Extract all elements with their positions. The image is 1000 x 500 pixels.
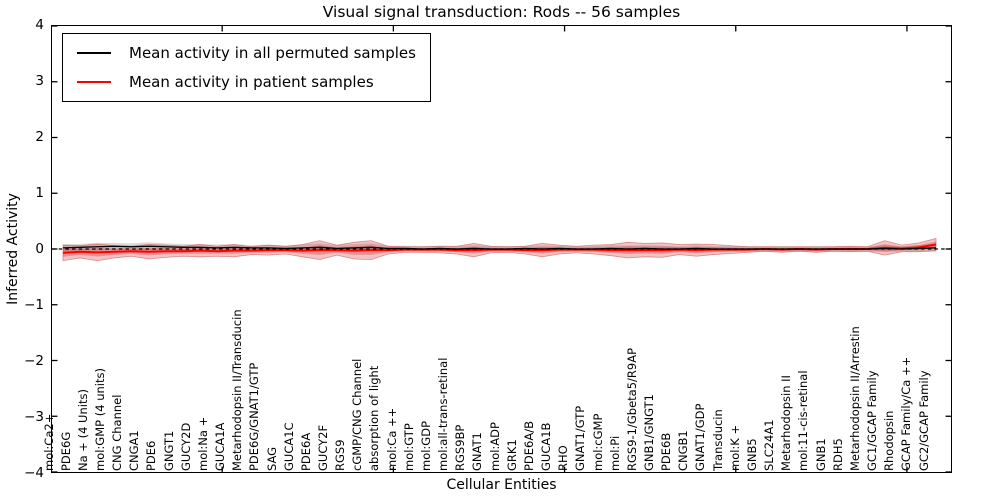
x-tick-label: RGS9 <box>333 439 348 471</box>
y-tick-label: 1 <box>35 185 44 201</box>
plot-svg <box>52 26 951 472</box>
legend-label: Mean activity in patient samples <box>129 73 374 91</box>
x-tick-label: GCAP Family/Ca ++ <box>899 356 914 471</box>
x-tick-label: mol:GTP <box>401 423 416 471</box>
y-tick-label: 4 <box>35 17 44 33</box>
x-tick-label: CNGB1 <box>676 430 691 471</box>
x-tick-label: SAG <box>264 446 279 471</box>
x-tick-label: PDE6A/B <box>521 420 536 471</box>
x-tick-label: GNB1 <box>813 438 828 471</box>
x-tick-label: GNB5 <box>744 438 759 471</box>
x-tick-label: cGMP/CNG Channel <box>350 358 365 471</box>
y-tick-label: −4 <box>24 465 44 481</box>
x-tick-label: mol:Na + <box>195 416 210 471</box>
x-tick-label: RHO <box>556 445 571 471</box>
x-tick-label: mol:Ca ++ <box>384 407 399 471</box>
x-tick-label: absorption of light <box>367 365 382 471</box>
x-tick-label: mol:ADP <box>487 422 502 471</box>
x-tick-label: mol:K + <box>727 424 742 471</box>
x-tick-label: PDE6B <box>659 432 674 471</box>
x-tick-label: GUCA1A <box>213 422 228 471</box>
x-tick-label: GUCA1B <box>539 422 554 471</box>
x-tick-label: GRK1 <box>504 439 519 471</box>
x-tick-label: GUCY2D <box>178 422 193 471</box>
y-tick-label: −2 <box>24 353 44 369</box>
x-tick-label: Transducin <box>710 409 725 471</box>
x-tick-label: GUCY2F <box>316 424 330 471</box>
y-tick-label: 2 <box>35 129 44 145</box>
x-tick-label: PDE6G/GNAT1/GTP <box>247 362 262 471</box>
x-tick-label: Metarhodopsin II/Arrestin <box>847 326 862 471</box>
x-tick-label: GUCA1C <box>281 422 296 471</box>
y-tick-label: −1 <box>24 297 44 313</box>
x-tick-label: mol:cGMP <box>590 413 605 471</box>
chart-title: Visual signal transduction: Rods -- 56 s… <box>322 3 681 21</box>
x-tick-label: GNGT1 <box>161 430 176 471</box>
y-tick-label: −3 <box>24 409 44 425</box>
x-tick-label: mol:Ca2+ <box>41 413 56 471</box>
x-tick-label: RGS9BP <box>453 424 468 471</box>
x-tick-label: Rhodopsin <box>882 410 897 471</box>
x-tick-label: SLC24A1 <box>762 419 777 471</box>
x-tick-label: GC2/GCAP Family <box>916 370 931 471</box>
x-tick-label: Metarhodopsin II/Transducin <box>230 309 245 471</box>
x-tick-label: mol:GMP (4 units) <box>92 368 107 471</box>
x-tick-label: CNG Channel <box>110 394 125 471</box>
legend-item-patient: Mean activity in patient samples <box>77 70 416 94</box>
x-tick-label: GNAT1/GTP <box>573 405 588 471</box>
x-tick-label: mol:Pi <box>607 435 622 471</box>
x-tick-label: mol:11-cis-retinal <box>796 370 811 471</box>
x-tick-label: mol:GDP <box>418 420 433 471</box>
x-tick-label: RDH5 <box>830 438 845 471</box>
x-tick-label: GNAT1 <box>470 432 485 471</box>
x-tick-label: mol:all-trans-retinal <box>436 357 451 471</box>
x-tick-label: CNGA1 <box>127 430 142 471</box>
legend: Mean activity in all permuted samples Me… <box>62 33 431 102</box>
plot-area: Mean activity in all permuted samples Me… <box>51 25 952 473</box>
x-tick-label: GNB1/GNGT1 <box>641 394 656 471</box>
x-tick-label: Na + (4 Units) <box>75 389 90 471</box>
legend-line-sample <box>77 81 111 83</box>
x-tick-label: PDE6G <box>58 431 73 471</box>
x-tick-label: PDE6A <box>298 432 313 471</box>
x-tick-label: RGS9-1/Gbeta5/R9AP <box>624 347 639 471</box>
x-axis-label: Cellular Entities <box>446 477 557 493</box>
legend-item-permuted: Mean activity in all permuted samples <box>77 41 416 65</box>
y-tick-label: 0 <box>35 241 44 257</box>
legend-line-sample <box>77 52 111 54</box>
x-tick-label: Metarhodopsin II <box>779 375 794 471</box>
x-tick-label: PDE6 <box>144 440 159 471</box>
legend-label: Mean activity in all permuted samples <box>129 44 416 62</box>
x-tick-label: GNAT1/GDP <box>693 403 708 471</box>
y-tick-label: 3 <box>35 73 44 89</box>
x-tick-label: GC1/GCAP Family <box>865 370 880 471</box>
